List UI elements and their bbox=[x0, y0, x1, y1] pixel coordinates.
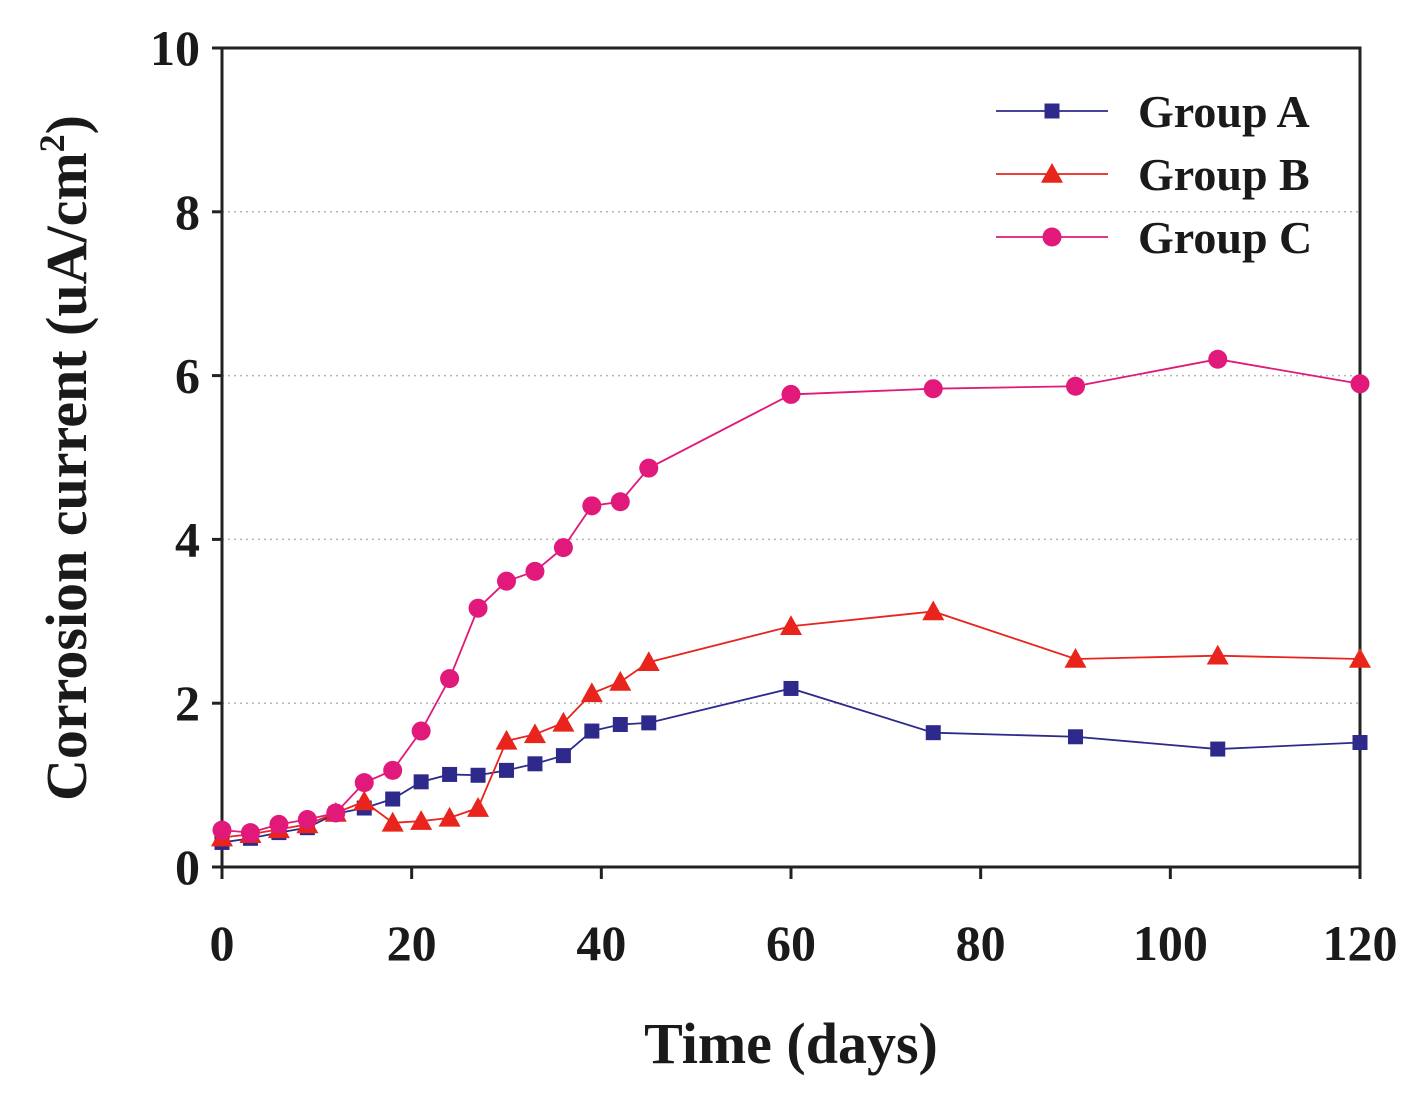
data-point-group-a bbox=[385, 791, 401, 807]
data-point-group-c bbox=[553, 538, 573, 558]
data-point-group-c bbox=[468, 598, 488, 618]
y-axis-title-main: Corrosion current (uA/cm bbox=[34, 152, 99, 801]
data-point-group-a bbox=[413, 774, 429, 790]
x-axis-title: Time (days) bbox=[644, 1011, 938, 1076]
data-point-group-b bbox=[922, 600, 945, 621]
data-point-group-c bbox=[269, 814, 289, 834]
data-point-group-a bbox=[555, 748, 571, 764]
data-point-group-b bbox=[637, 651, 660, 672]
data-point-group-c bbox=[923, 379, 943, 399]
legend-entry-group-a: Group A bbox=[996, 86, 1310, 137]
x-tick-label: 20 bbox=[387, 915, 437, 971]
y-axis-title-superscript: 2 bbox=[32, 134, 72, 152]
grid-lines bbox=[222, 211, 1360, 704]
data-point-group-c bbox=[383, 760, 403, 780]
data-point-group-c bbox=[354, 773, 374, 793]
data-point-group-c bbox=[326, 803, 346, 823]
data-point-group-c bbox=[440, 669, 460, 689]
data-point-group-b bbox=[523, 723, 546, 744]
x-axis-ticks: 0 20 40 60 80 100 120 bbox=[210, 867, 1398, 971]
data-point-group-a bbox=[1068, 729, 1083, 745]
data-point-group-c bbox=[1208, 349, 1228, 369]
y-axis-title-close: ) bbox=[34, 115, 99, 134]
series-group-c bbox=[212, 349, 1370, 843]
data-point-group-c bbox=[497, 571, 516, 591]
data-point-group-c bbox=[297, 809, 317, 829]
data-point-group-c bbox=[610, 492, 630, 512]
data-point-group-c bbox=[781, 384, 801, 404]
x-tick-label: 0 bbox=[210, 915, 235, 971]
y-axis-title: Corrosion current (uA/cm2) bbox=[32, 115, 99, 801]
data-point-group-b bbox=[580, 682, 603, 703]
legend-marker-group-a bbox=[1044, 103, 1060, 119]
data-point-group-b bbox=[467, 797, 490, 817]
x-tick-label: 120 bbox=[1323, 915, 1398, 971]
y-tick-label: 6 bbox=[175, 348, 200, 404]
legend-entry-group-b: Group B bbox=[996, 149, 1310, 200]
x-tick-label: 60 bbox=[766, 915, 816, 971]
y-tick-label: 0 bbox=[175, 839, 200, 895]
data-point-group-a bbox=[470, 767, 486, 783]
data-point-group-b bbox=[410, 810, 433, 830]
data-point-group-a bbox=[527, 756, 543, 772]
y-tick-label: 8 bbox=[175, 184, 200, 240]
x-tick-label: 80 bbox=[956, 915, 1006, 971]
data-point-group-b bbox=[780, 615, 802, 636]
data-point-group-a bbox=[612, 716, 628, 732]
data-point-group-c bbox=[525, 561, 545, 581]
y-tick-label: 10 bbox=[150, 20, 200, 76]
data-point-group-b bbox=[552, 711, 575, 732]
data-point-group-b bbox=[495, 729, 518, 750]
legend-label-group-b: Group B bbox=[1138, 149, 1310, 200]
data-point-group-b bbox=[381, 811, 404, 832]
data-point-group-b bbox=[1349, 647, 1371, 668]
legend-marker-group-c bbox=[1042, 227, 1062, 247]
x-tick-label: 100 bbox=[1133, 915, 1208, 971]
data-point-group-a bbox=[925, 725, 941, 741]
data-point-group-c bbox=[1066, 376, 1085, 396]
series-group-b bbox=[211, 600, 1371, 847]
legend-label-group-a: Group A bbox=[1138, 86, 1310, 137]
y-axis-ticks: 0 2 4 6 8 10 bbox=[150, 20, 222, 895]
legend-entry-group-c: Group C bbox=[996, 212, 1312, 263]
data-point-group-a bbox=[499, 762, 514, 778]
data-point-group-a bbox=[783, 680, 799, 696]
data-point-group-a bbox=[641, 715, 657, 731]
data-point-group-b bbox=[1206, 644, 1229, 665]
y-tick-label: 2 bbox=[175, 675, 200, 731]
data-point-group-c bbox=[582, 496, 602, 516]
data-point-group-a bbox=[442, 766, 458, 782]
data-point-group-b bbox=[353, 790, 376, 811]
data-point-group-c bbox=[240, 823, 260, 843]
series-layer bbox=[211, 349, 1371, 850]
y-tick-label: 4 bbox=[175, 511, 200, 567]
legend: Group A Group B Group C bbox=[996, 86, 1312, 263]
data-point-group-c bbox=[212, 820, 232, 840]
data-point-group-a bbox=[1210, 741, 1226, 757]
data-point-group-c bbox=[639, 458, 659, 478]
legend-label-group-c: Group C bbox=[1138, 212, 1312, 263]
data-point-group-c bbox=[411, 721, 431, 741]
data-point-group-b bbox=[438, 806, 461, 827]
legend-marker-group-b bbox=[1041, 163, 1063, 183]
data-point-group-b bbox=[1064, 647, 1087, 668]
data-point-group-a bbox=[1352, 735, 1368, 751]
data-point-group-c bbox=[1350, 374, 1370, 394]
data-point-group-b bbox=[609, 670, 632, 691]
x-tick-label: 40 bbox=[576, 915, 626, 971]
data-point-group-a bbox=[584, 723, 600, 739]
